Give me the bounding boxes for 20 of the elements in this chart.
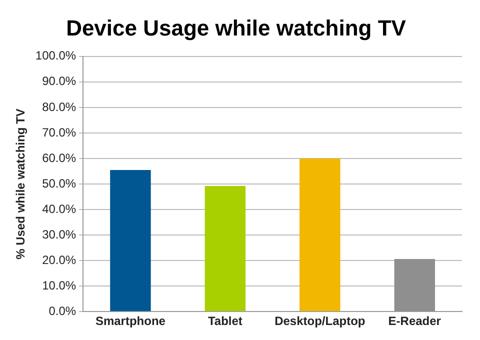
y-tick-label: 90.0% xyxy=(42,74,76,88)
bar xyxy=(204,186,246,312)
y-tick-label: 100.0% xyxy=(35,48,76,63)
bar xyxy=(300,158,340,312)
y-tick-label: 60.0% xyxy=(42,150,76,165)
x-tick-label: Tablet xyxy=(208,314,242,328)
x-tick-label: Desktop/Laptop xyxy=(274,314,366,328)
y-tick-label: 20.0% xyxy=(42,252,76,267)
y-tick-label: 80.0% xyxy=(42,100,76,114)
bar xyxy=(110,170,151,312)
x-tick-label: Smartphone xyxy=(95,314,166,328)
chart-title: Device Usage while watching TV xyxy=(66,15,406,40)
y-tick-label: 40.0% xyxy=(42,202,76,216)
y-tick-label: 10.0% xyxy=(42,278,76,292)
y-tick-label: 30.0% xyxy=(42,227,76,242)
y-tick-label: 50.0% xyxy=(42,176,76,190)
y-tick-label: 70.0% xyxy=(42,125,76,140)
y-tick-label: 0.0% xyxy=(48,304,76,318)
x-tick-label: E-Reader xyxy=(388,314,442,328)
y-axis-title: % Used while watching TV xyxy=(14,108,28,260)
